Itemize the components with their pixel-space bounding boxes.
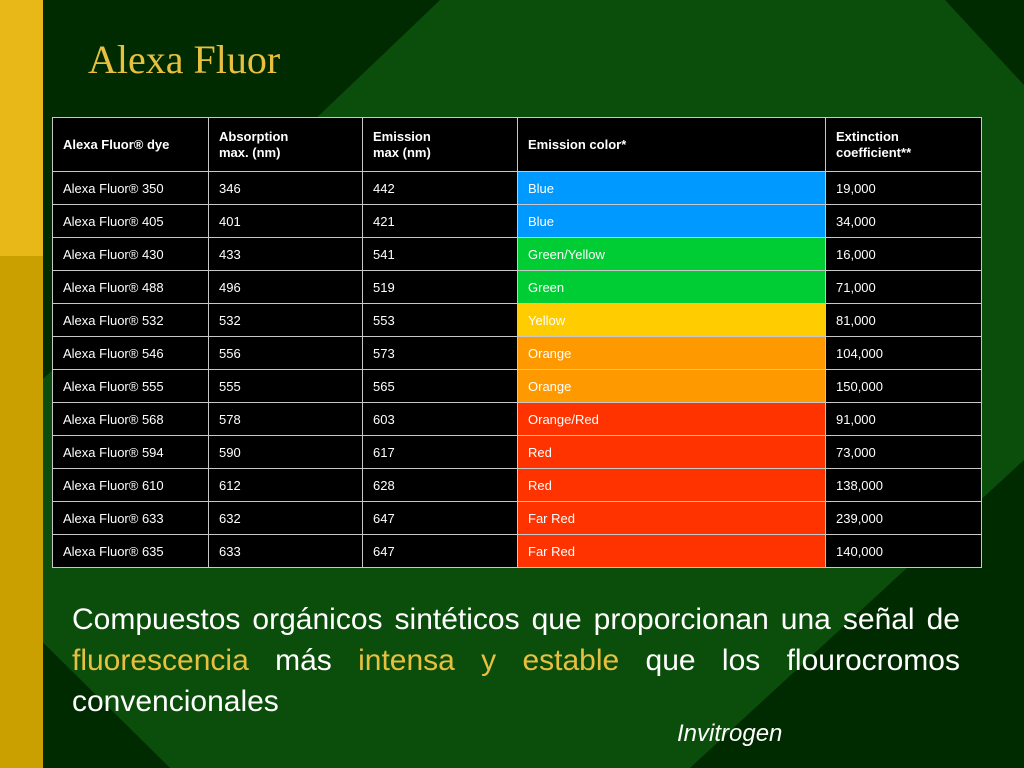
cell-absorption-max: 532 — [208, 303, 363, 337]
cell-emission-max: 628 — [362, 468, 518, 502]
cell-absorption-max: 555 — [208, 369, 363, 403]
cell-emission-max: 541 — [362, 237, 518, 271]
cell-dye-name: Alexa Fluor® 546 — [52, 336, 209, 370]
table-header-row: Alexa Fluor® dye Absorption max. (nm) Emiss… — [52, 117, 982, 172]
table-row: Alexa Fluor® 635 633 647 Far Red 140,000 — [52, 534, 982, 568]
table-row: Alexa Fluor® 532 532 553 Yellow 81,000 — [52, 303, 982, 337]
cell-extinction-coefficient: 104,000 — [825, 336, 982, 370]
cell-emission-max: 617 — [362, 435, 518, 469]
header-label-line: max. (nm) — [219, 144, 281, 160]
header-label-line: coefficient** — [836, 144, 912, 160]
body-text-segment: que los flourocromos convencionales — [72, 644, 960, 718]
cell-emission-max: 647 — [362, 534, 518, 568]
cell-extinction-coefficient: 239,000 — [825, 501, 982, 535]
header-label-line: Alexa Fluor® dye — [63, 136, 170, 152]
header-absorption: Absorption max. (nm) — [208, 117, 363, 172]
cell-emission-max: 421 — [362, 204, 518, 238]
cell-dye-name: Alexa Fluor® 594 — [52, 435, 209, 469]
slide-title: Alexa Fluor — [88, 37, 281, 82]
cell-extinction-coefficient: 19,000 — [825, 171, 982, 205]
table-row: Alexa Fluor® 594 590 617 Red 73,000 — [52, 435, 982, 469]
table-row: Alexa Fluor® 350 346 442 Blue 19,000 — [52, 171, 982, 205]
header-dye: Alexa Fluor® dye — [52, 117, 209, 172]
cell-emission-color: Blue — [517, 171, 826, 205]
cell-extinction-coefficient: 73,000 — [825, 435, 982, 469]
cell-emission-color: Orange/Red — [517, 402, 826, 436]
cell-absorption-max: 612 — [208, 468, 363, 502]
cell-emission-color: Orange — [517, 336, 826, 370]
cell-emission-color: Far Red — [517, 501, 826, 535]
cell-emission-color: Green/Yellow — [517, 237, 826, 271]
cell-absorption-max: 633 — [208, 534, 363, 568]
header-label-line: Emission color* — [528, 136, 627, 152]
cell-absorption-max: 632 — [208, 501, 363, 535]
cell-absorption-max: 578 — [208, 402, 363, 436]
cell-dye-name: Alexa Fluor® 610 — [52, 468, 209, 502]
header-extinction: Extinction coefficient** — [825, 117, 982, 172]
left-accent-bar-top — [0, 0, 43, 256]
cell-extinction-coefficient: 150,000 — [825, 369, 982, 403]
alexa-fluor-dye-table: Alexa Fluor® dye Absorption max. (nm) Emiss… — [52, 117, 982, 568]
table-row: Alexa Fluor® 430 433 541 Green/Yellow 16,000 — [52, 237, 982, 271]
cell-emission-max: 553 — [362, 303, 518, 337]
cell-absorption-max: 556 — [208, 336, 363, 370]
body-text-segment: Compuestos orgánicos sintéticos que prop… — [72, 603, 960, 636]
body-text: Compuestos orgánicos sintéticos que prop… — [72, 599, 960, 722]
cell-extinction-coefficient: 91,000 — [825, 402, 982, 436]
cell-emission-max: 573 — [362, 336, 518, 370]
cell-dye-name: Alexa Fluor® 430 — [52, 237, 209, 271]
cell-extinction-coefficient: 138,000 — [825, 468, 982, 502]
cell-emission-color: Green — [517, 270, 826, 304]
header-label-line: Absorption — [219, 128, 289, 144]
cell-dye-name: Alexa Fluor® 555 — [52, 369, 209, 403]
header-emission: Emission max (nm) — [362, 117, 518, 172]
header-label-line: Emission — [373, 128, 431, 144]
cell-dye-name: Alexa Fluor® 350 — [52, 171, 209, 205]
cell-absorption-max: 433 — [208, 237, 363, 271]
cell-dye-name: Alexa Fluor® 532 — [52, 303, 209, 337]
cell-emission-max: 519 — [362, 270, 518, 304]
cell-dye-name: Alexa Fluor® 568 — [52, 402, 209, 436]
cell-extinction-coefficient: 71,000 — [825, 270, 982, 304]
cell-extinction-coefficient: 16,000 — [825, 237, 982, 271]
header-label-line: Extinction — [836, 128, 899, 144]
table-row: Alexa Fluor® 555 555 565 Orange 150,000 — [52, 369, 982, 403]
table-row: Alexa Fluor® 405 401 421 Blue 34,000 — [52, 204, 982, 238]
cell-emission-max: 603 — [362, 402, 518, 436]
table-row: Alexa Fluor® 610 612 628 Red 138,000 — [52, 468, 982, 502]
cell-dye-name: Alexa Fluor® 488 — [52, 270, 209, 304]
table-row: Alexa Fluor® 546 556 573 Orange 104,000 — [52, 336, 982, 370]
highlighted-phrase: intensa y estable — [358, 644, 620, 677]
left-accent-bar-bottom — [0, 256, 43, 768]
cell-emission-color: Far Red — [517, 534, 826, 568]
cell-extinction-coefficient: 140,000 — [825, 534, 982, 568]
cell-extinction-coefficient: 34,000 — [825, 204, 982, 238]
table-row: Alexa Fluor® 488 496 519 Green 71,000 — [52, 270, 982, 304]
table-body: Alexa Fluor® 350 346 442 Blue 19,000 Alexa Fl… — [52, 171, 982, 568]
cell-emission-max: 647 — [362, 501, 518, 535]
cell-extinction-coefficient: 81,000 — [825, 303, 982, 337]
highlighted-phrase: fluorescencia — [72, 644, 249, 677]
cell-emission-color: Red — [517, 435, 826, 469]
header-emission-color: Emission color* — [517, 117, 826, 172]
table-row: Alexa Fluor® 633 632 647 Far Red 239,000 — [52, 501, 982, 535]
table-row: Alexa Fluor® 568 578 603 Orange/Red 91,000 — [52, 402, 982, 436]
cell-emission-color: Red — [517, 468, 826, 502]
cell-absorption-max: 590 — [208, 435, 363, 469]
cell-emission-color: Blue — [517, 204, 826, 238]
cell-dye-name: Alexa Fluor® 405 — [52, 204, 209, 238]
cell-emission-max: 442 — [362, 171, 518, 205]
source-credit: Invitrogen — [677, 720, 783, 747]
cell-emission-max: 565 — [362, 369, 518, 403]
cell-emission-color: Orange — [517, 369, 826, 403]
cell-dye-name: Alexa Fluor® 633 — [52, 501, 209, 535]
cell-absorption-max: 496 — [208, 270, 363, 304]
header-label-line: max (nm) — [373, 144, 431, 160]
cell-dye-name: Alexa Fluor® 635 — [52, 534, 209, 568]
cell-absorption-max: 346 — [208, 171, 363, 205]
body-text-segment: más — [248, 644, 359, 677]
cell-emission-color: Yellow — [517, 303, 826, 337]
cell-absorption-max: 401 — [208, 204, 363, 238]
